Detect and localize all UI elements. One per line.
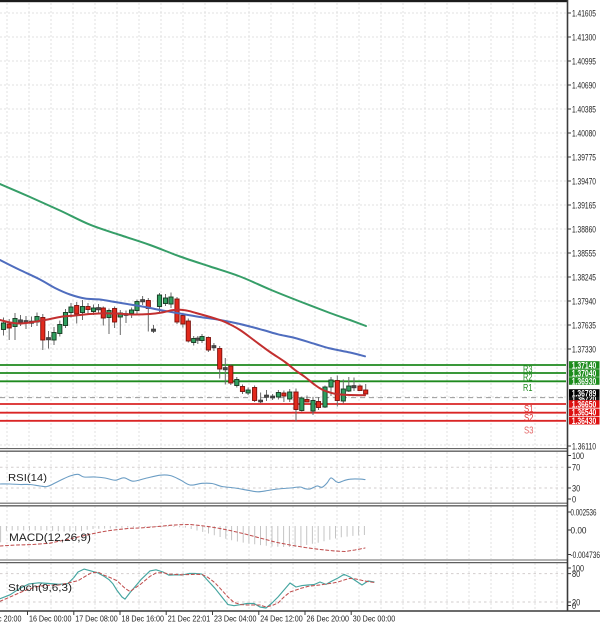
svg-text:1.40995: 1.40995: [572, 56, 596, 66]
svg-text:23 Dec 04:00: 23 Dec 04:00: [214, 613, 257, 623]
svg-text:70: 70: [572, 463, 580, 473]
svg-text:1.37635: 1.37635: [572, 320, 596, 330]
svg-text:1.37330: 1.37330: [572, 344, 596, 354]
svg-text:1.36650: 1.36650: [572, 399, 597, 409]
svg-text:1.38555: 1.38555: [572, 248, 596, 258]
svg-text:R2: R2: [523, 373, 533, 384]
svg-text:1.41300: 1.41300: [572, 32, 596, 42]
svg-text:MACD(12,26,9): MACD(12,26,9): [9, 532, 91, 544]
svg-text:1.38245: 1.38245: [572, 272, 596, 282]
svg-text:21 Dec 22:01: 21 Dec 22:01: [168, 613, 211, 623]
svg-text:1.41605: 1.41605: [572, 8, 596, 18]
svg-text:1.40385: 1.40385: [572, 104, 596, 114]
svg-text:1.39470: 1.39470: [572, 176, 596, 186]
svg-text:1.36930: 1.36930: [572, 376, 597, 386]
svg-text:1.40690: 1.40690: [572, 80, 596, 90]
svg-text:18 Dec 16:00: 18 Dec 16:00: [122, 613, 165, 623]
svg-text:17 Dec 08:00: 17 Dec 08:00: [75, 613, 118, 623]
svg-text:-0.004736: -0.004736: [571, 550, 600, 560]
svg-text:1.36720: 1.36720: [572, 394, 597, 404]
svg-text:Stoch(9,6,3): Stoch(9,6,3): [8, 582, 72, 594]
svg-text:S1: S1: [524, 404, 534, 415]
svg-text:1.37940: 1.37940: [572, 296, 596, 306]
svg-text:R3: R3: [523, 364, 533, 375]
svg-text:16 Dec 00:00: 16 Dec 00:00: [29, 613, 72, 623]
svg-text:80: 80: [572, 569, 580, 579]
svg-text:100: 100: [572, 563, 584, 573]
svg-text:0.00: 0.00: [571, 525, 587, 535]
svg-text:S2: S2: [524, 413, 534, 424]
svg-text:100: 100: [572, 451, 584, 461]
svg-text:24 Dec 12:00: 24 Dec 12:00: [260, 613, 303, 623]
svg-text:0: 0: [572, 601, 576, 611]
svg-text:20: 20: [572, 597, 580, 607]
svg-text:1.37040: 1.37040: [572, 368, 597, 378]
svg-text:RSI(14): RSI(14): [8, 472, 47, 484]
svg-text:1.36540: 1.36540: [572, 408, 597, 418]
svg-text:1.37140: 1.37140: [572, 360, 597, 370]
svg-text:0: 0: [572, 494, 576, 504]
svg-text:1.36430: 1.36430: [572, 416, 597, 426]
svg-text:1.39165: 1.39165: [572, 200, 596, 210]
svg-text:1.40080: 1.40080: [572, 128, 596, 138]
svg-text:1.38860: 1.38860: [572, 224, 596, 234]
svg-text:26 Dec 20:00: 26 Dec 20:00: [307, 613, 350, 623]
svg-text:0.002536: 0.002536: [571, 507, 597, 517]
svg-text:30 Dec 00:00: 30 Dec 00:00: [353, 613, 396, 623]
svg-text:1.36789: 1.36789: [572, 388, 597, 398]
svg-text:30: 30: [572, 483, 580, 493]
svg-text:S3: S3: [524, 426, 534, 437]
svg-text:1.36110: 1.36110: [572, 441, 596, 451]
svg-text:24 Dec 20:00: 24 Dec 20:00: [0, 613, 22, 623]
svg-text:R1: R1: [523, 383, 533, 394]
svg-text:1.39775: 1.39775: [572, 152, 596, 162]
